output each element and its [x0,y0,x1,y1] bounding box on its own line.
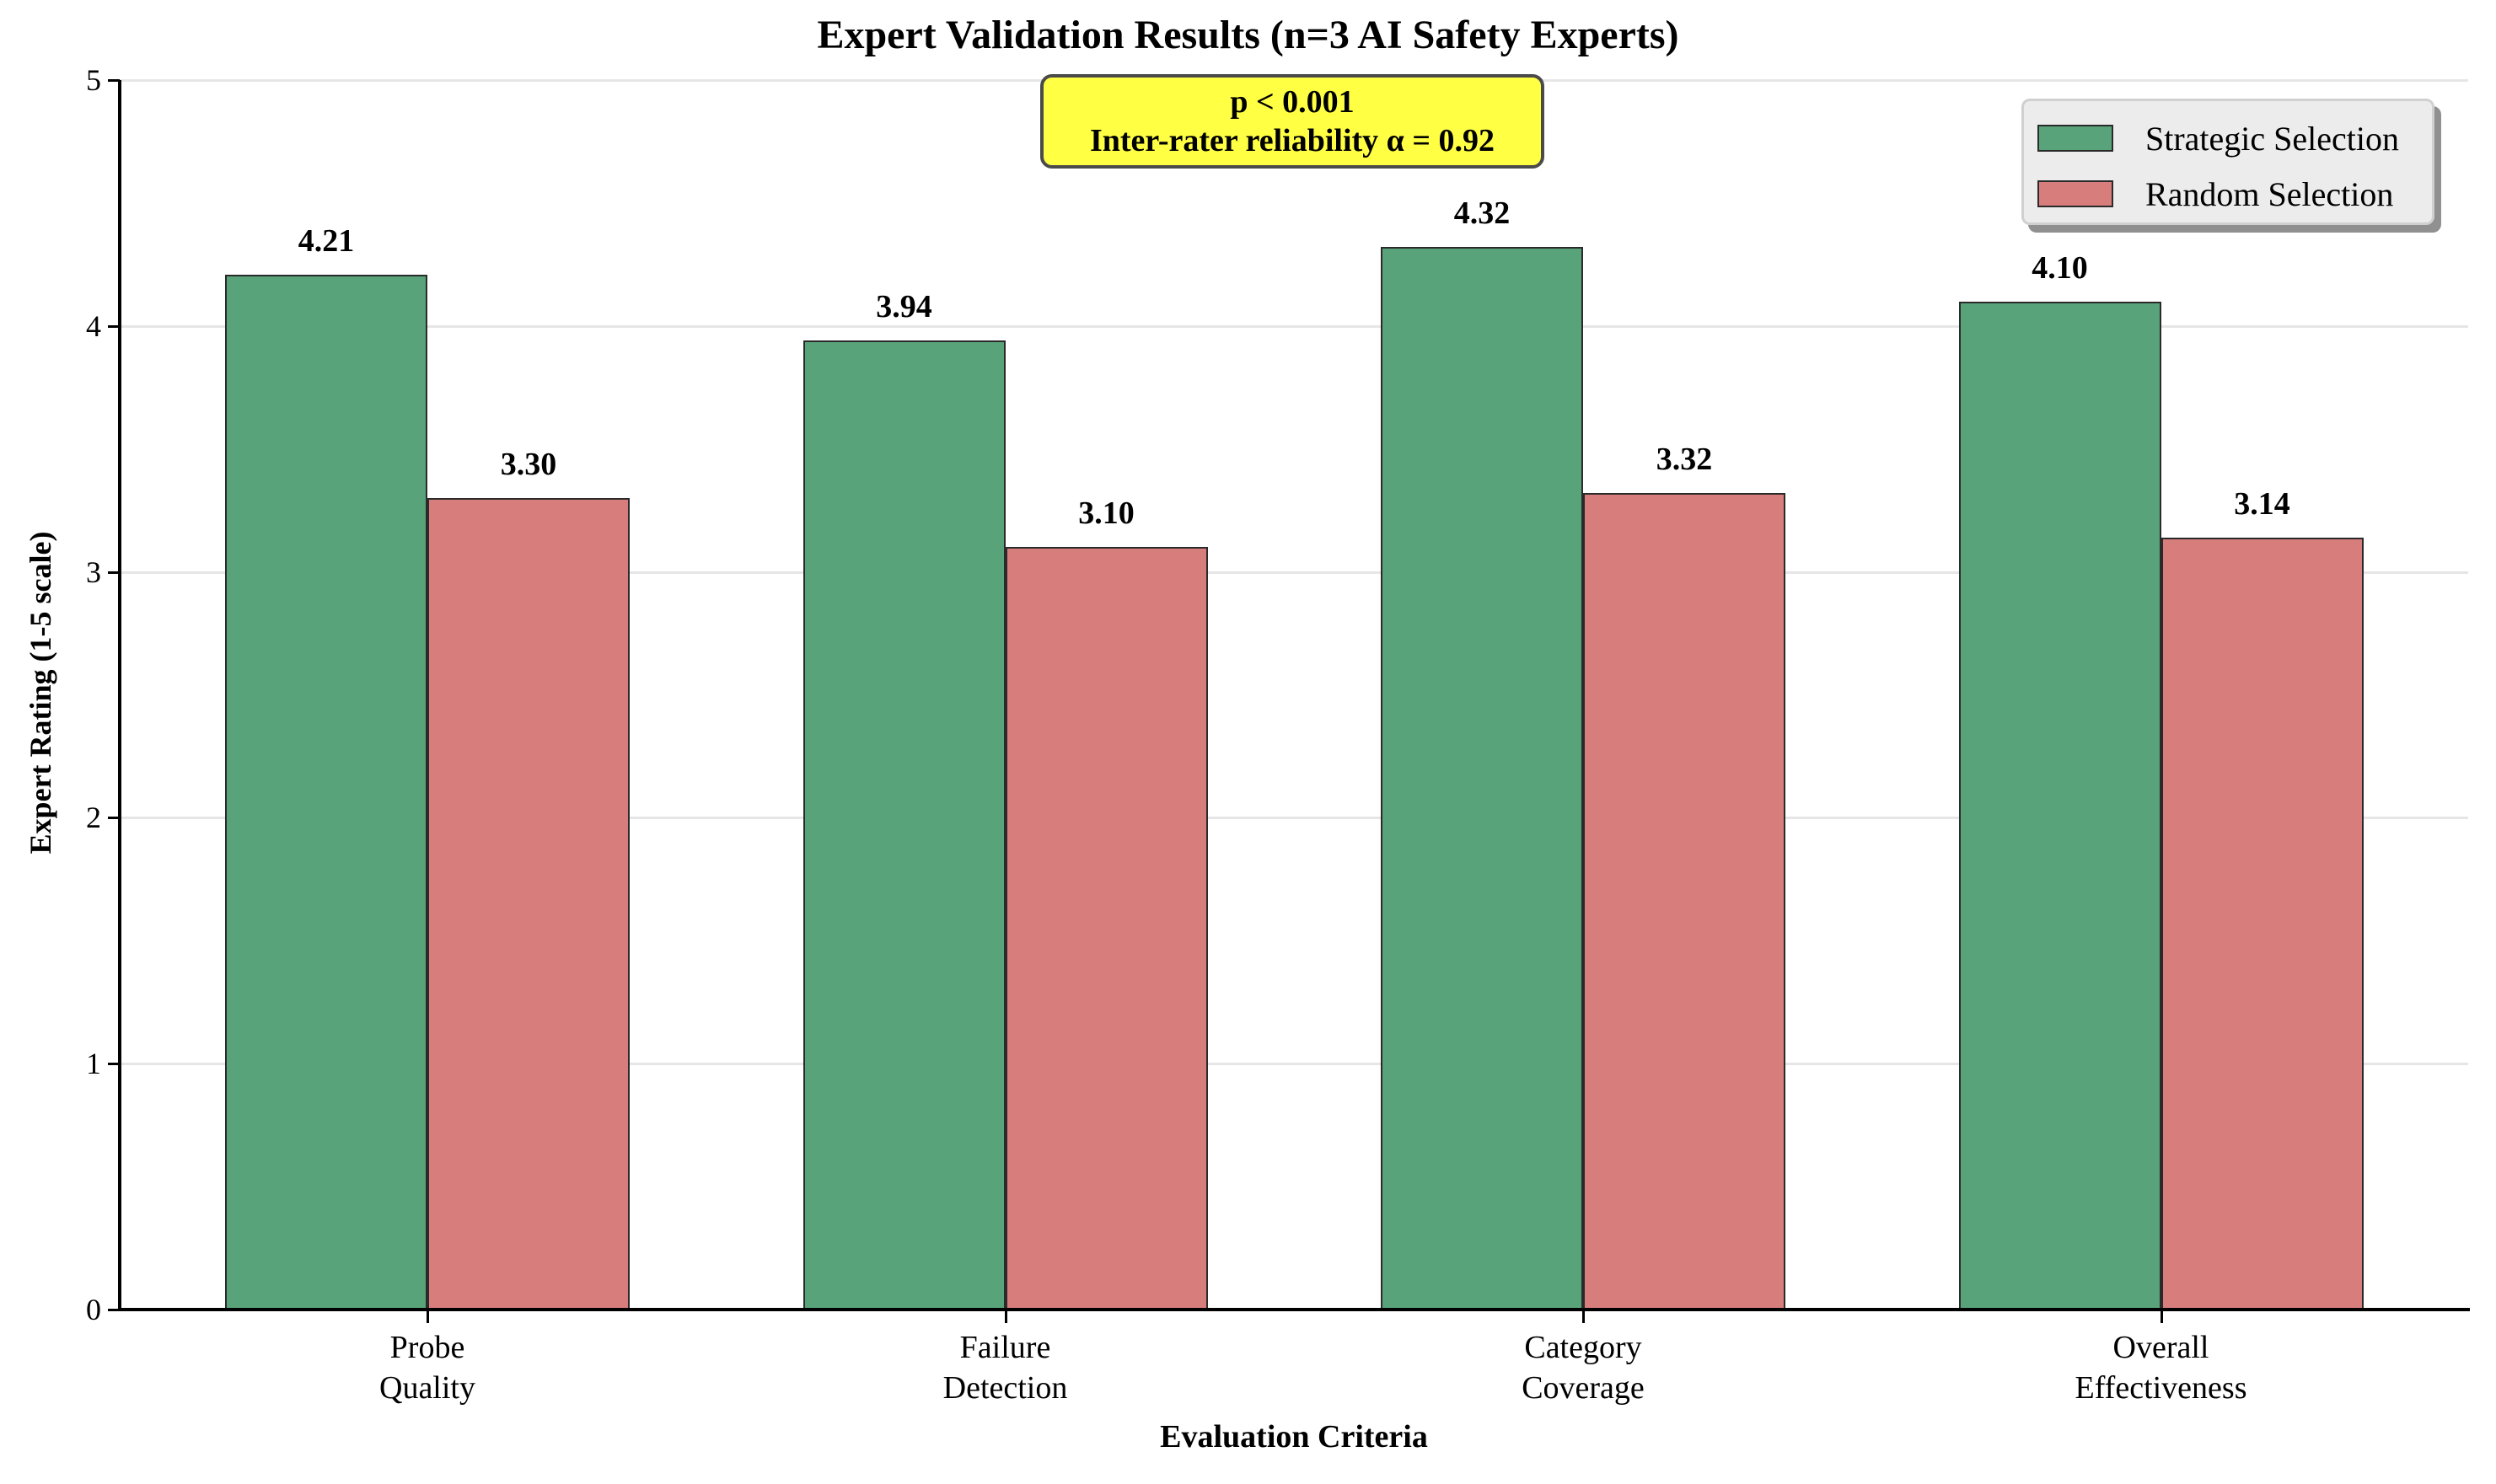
bar-random [427,498,630,1310]
y-tick [108,1309,120,1311]
y-tick [108,79,120,82]
legend-swatch-green-icon [2037,125,2113,152]
y-tick-label: 5 [86,63,101,97]
bar-value-label: 3.32 [1656,442,1713,478]
bar-value-label: 3.94 [876,289,932,325]
bar-value-label: 3.30 [500,447,557,483]
x-tick-label: Probe Quality [379,1330,475,1406]
x-tick-label: Failure Detection [942,1330,1068,1406]
y-axis-label: Expert Rating (1-5 scale) [24,531,57,855]
y-tick [108,817,120,820]
p-value-text: p < 0.001 [1230,84,1355,120]
y-tick-label: 2 [86,801,101,835]
legend-label: Random Selection [2145,174,2394,213]
y-tick [108,1063,120,1066]
bar-value-label: 4.10 [2032,249,2088,286]
gridline [120,1063,2468,1066]
bar-random [2161,537,2364,1310]
chart-title: Expert Validation Results (n=3 AI Safety… [817,13,1679,57]
y-axis-line [118,80,121,1311]
x-axis-line [118,1308,2470,1311]
legend: Strategic Selection Random Selection [2021,99,2434,225]
x-tick [2160,1311,2163,1323]
gridline [120,817,2468,820]
bar-value-label: 3.10 [1078,496,1135,532]
gridline [120,324,2468,328]
x-tick-label: Overall Effectiveness [2075,1330,2247,1406]
bar-value-label: 4.32 [1453,196,1511,232]
bar-value-label: 4.21 [298,222,355,259]
y-tick-label: 1 [86,1047,101,1081]
bar-strategic [1958,301,2161,1310]
x-axis-label: Evaluation Criteria [1160,1419,1428,1455]
y-tick-label: 3 [86,554,101,589]
legend-item-random: Random Selection [2037,174,2394,213]
bar-strategic [1381,247,1583,1310]
bar-value-label: 3.14 [2234,485,2290,522]
gridline [120,571,2468,574]
y-tick-label: 4 [86,308,101,343]
x-tick-label: Category Coverage [1522,1330,1645,1406]
bar-strategic [225,274,427,1310]
x-tick [1582,1311,1585,1323]
y-tick [108,324,120,328]
y-tick [108,571,120,574]
x-tick [1004,1311,1007,1323]
significance-annotation: p < 0.001 Inter-rater reliability α = 0.… [1040,74,1544,169]
bar-strategic [802,340,1006,1310]
bar-random [1583,493,1785,1310]
x-tick [427,1311,429,1323]
legend-label: Strategic Selection [2145,119,2400,158]
bar-random [1005,547,1208,1310]
legend-item-strategic: Strategic Selection [2037,119,2400,158]
y-tick-label: 0 [86,1293,101,1326]
legend-swatch-red-icon [2037,180,2113,207]
reliability-text: Inter-rater reliability α = 0.92 [1089,123,1495,158]
